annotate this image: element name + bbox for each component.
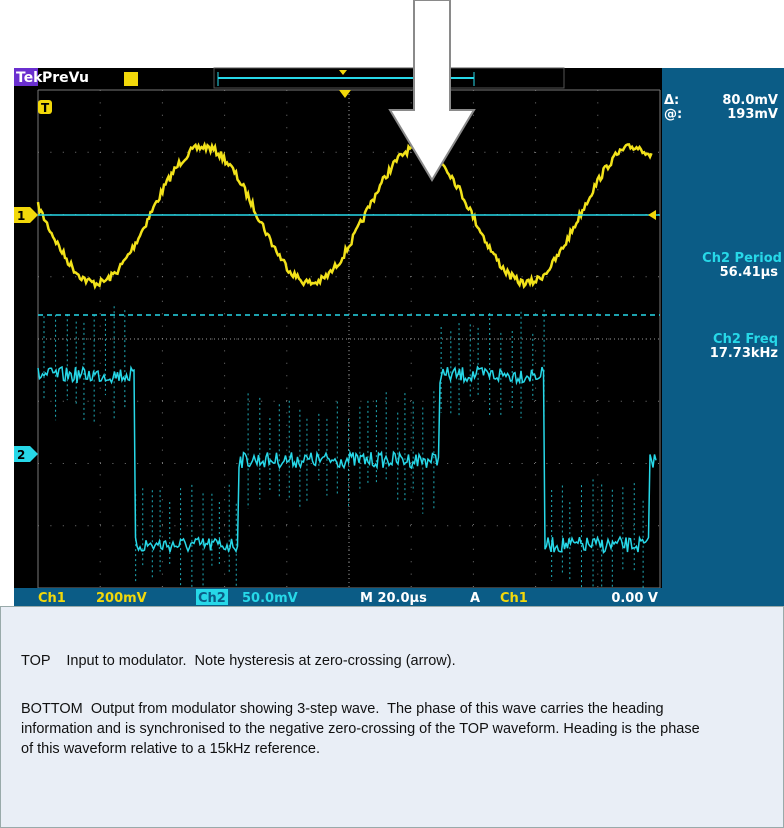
ch2-marker: 2 [17,448,25,462]
status-trigger-level: 0.00 V [611,591,658,606]
marker-box [124,72,138,86]
status-ch2: Ch2 [198,591,226,606]
status-ch1-scale: 200mV [96,591,147,606]
scope-screen: Tek PreVu T 1 2 Δ: 80.0mV @: 193mV Ch2 P… [0,0,784,606]
status-ch2-scale: 50.0mV [242,591,298,606]
status-timebase: M 20.0µs [360,591,427,606]
status-trigger-source: Ch1 [500,591,528,606]
trigger-marker: T [41,101,50,115]
measure-value: 56.41µs [720,265,779,280]
brand: Tek [16,70,43,86]
measure-label: Ch2 Freq [713,332,778,347]
measure-value: 17.73kHz [710,346,778,361]
caption-paragraph: TOP Input to modulator. Note hysteresis … [21,651,711,671]
caption-paragraph: BOTTOM Output from modulator showing 3-s… [21,699,711,759]
side-panel [662,68,784,588]
ch1-marker: 1 [17,209,25,223]
caption-box: TOP Input to modulator. Note hysteresis … [0,606,784,828]
readout-value: 193mV [727,107,778,122]
measure-label: Ch2 Period [702,251,782,266]
status-ch1: Ch1 [38,591,66,606]
mode: PreVu [42,70,89,86]
readout-label: Δ: [664,93,679,108]
readout-label: @: [664,107,682,122]
status-trigger-mode: A [470,591,480,606]
page: Tek PreVu T 1 2 Δ: 80.0mV @: 193mV Ch2 P… [0,0,784,827]
readout-value: 80.0mV [722,93,778,108]
